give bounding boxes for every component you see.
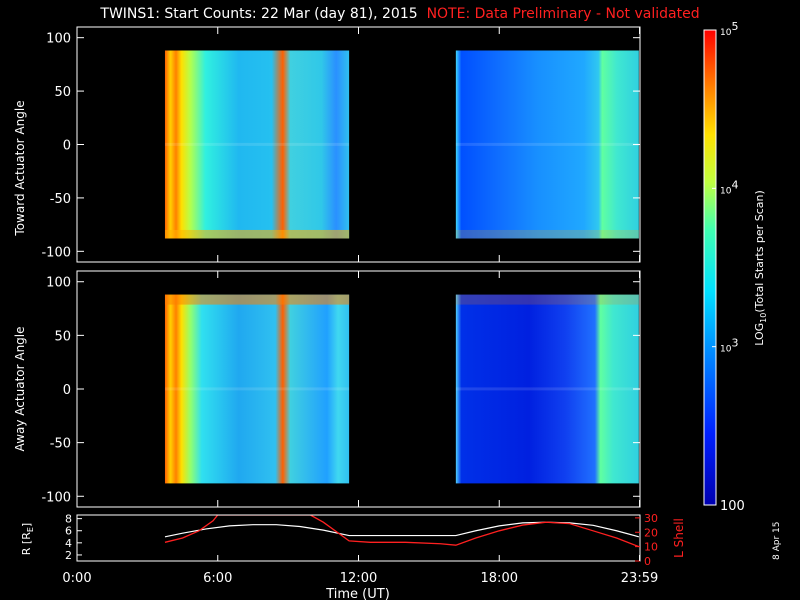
- y-tick-label-left: 6: [65, 525, 72, 538]
- heatmap-equator-stripe: [455, 387, 639, 391]
- series-lshell-line: [164, 515, 640, 548]
- y-tick-label-left: 4: [65, 537, 72, 550]
- colorbar-tick-label: 105: [720, 20, 738, 38]
- y-axis-label: Toward Actuator Angle: [13, 100, 27, 236]
- y-tick-label: 100: [46, 32, 71, 47]
- heatmap-edge-band: [164, 229, 350, 239]
- panel-toward: 100 50 0 -50 -100 Toward Actuator Angle: [13, 26, 641, 263]
- y-axis-label-left: R [RE]: [20, 523, 35, 555]
- y-axis-label: Away Actuator Angle: [13, 326, 27, 451]
- heatmap-equator-stripe: [164, 142, 350, 146]
- y-tick-label-right: 10: [644, 541, 658, 554]
- colorbar-gradient: [704, 30, 716, 505]
- x-tick-label: 18:00: [481, 571, 518, 586]
- y-tick-label: 50: [54, 329, 71, 344]
- colorbar: 100 103 104 105 LOG10(Total Starts per Scan): [703, 20, 768, 514]
- colorbar-tick-label: 103: [720, 337, 738, 355]
- heatmap-block-1: [164, 50, 350, 239]
- y-tick-label: -50: [50, 192, 71, 207]
- title-main: TWINS1: Start Counts: 22 Mar (day 81), 2…: [100, 6, 418, 22]
- heatmap-equator-stripe: [164, 387, 350, 391]
- y-tick-label-right: 20: [644, 526, 658, 539]
- y-tick-label: -50: [50, 437, 71, 452]
- heatmap-equator-stripe: [455, 142, 639, 146]
- y-tick-label-right: 0: [644, 555, 651, 568]
- heatmap-block-1: [164, 294, 350, 484]
- chart-title: TWINS1: Start Counts: 22 Mar (day 81), 2…: [0, 6, 800, 22]
- heatmap-edge-band: [455, 294, 639, 305]
- title-note: NOTE: Data Preliminary - Not validated: [426, 6, 700, 22]
- series-r-line: [164, 521, 639, 538]
- y-tick-label: -100: [41, 490, 71, 505]
- heatmap-block-2: [455, 50, 639, 239]
- y-tick-label: 50: [54, 85, 71, 100]
- x-tick-label: 0:00: [62, 571, 91, 586]
- colorbar-label: LOG10(Total Starts per Scan): [753, 190, 768, 346]
- y-axis-label-right: L Shell: [672, 518, 686, 558]
- heatmap-block-2: [455, 294, 639, 484]
- panel-away: 100 50 0 -50 -100 Away Actuator Angle: [13, 270, 641, 508]
- x-tick-label: 6:00: [203, 571, 232, 586]
- y-tick-label: -100: [41, 245, 71, 260]
- date-stamp: 8 Apr 15: [772, 521, 782, 560]
- y-tick-label-left: 2: [65, 549, 72, 562]
- x-axis-label: Time (UT): [325, 587, 390, 600]
- y-tick-label-left: 8: [65, 513, 72, 526]
- y-tick-label: 100: [46, 276, 71, 291]
- heatmap-edge-band: [164, 294, 350, 305]
- heatmap-edge-band: [455, 229, 639, 239]
- y-tick-label: 0: [63, 383, 71, 398]
- y-tick-label-right: 30: [644, 512, 658, 525]
- colorbar-frame: [703, 29, 717, 506]
- colorbar-tick-label: 104: [720, 178, 738, 196]
- x-tick-label: 12:00: [340, 571, 377, 586]
- y-tick-label: 0: [63, 139, 71, 154]
- x-tick-label: 23:59: [621, 571, 658, 586]
- axes-frame: [76, 514, 641, 562]
- colorbar-tick-label: 100: [720, 499, 745, 514]
